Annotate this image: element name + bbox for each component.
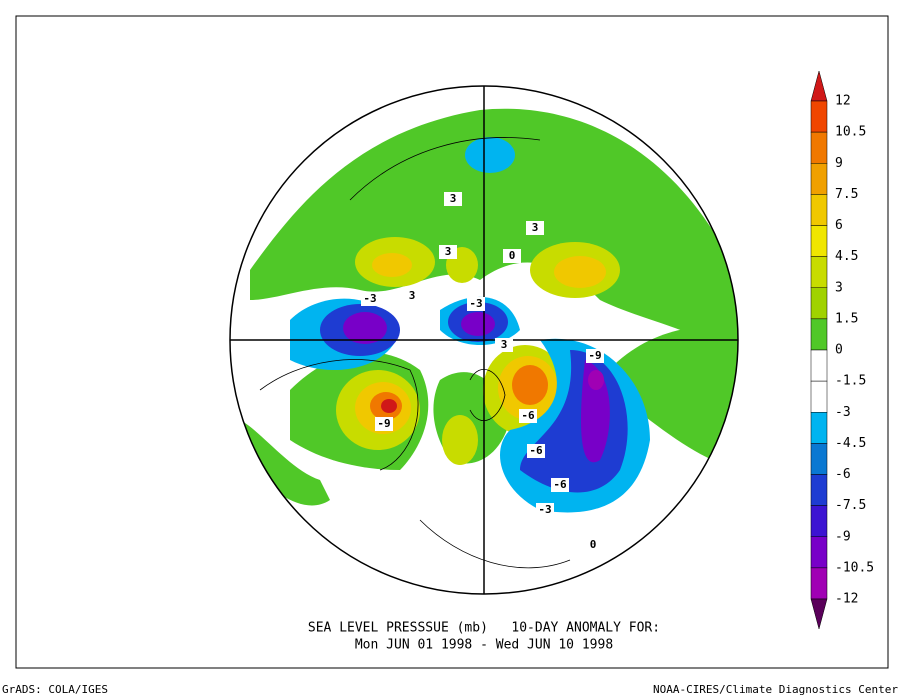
label-box	[526, 221, 544, 235]
colorbar-label: 9	[835, 156, 843, 171]
colorbar-label: -1.5	[835, 374, 866, 389]
colorbar-segment	[810, 412, 828, 444]
colorbar-segment	[810, 100, 828, 133]
credit-left: GrADS: COLA/IGES	[2, 683, 108, 696]
colorbar-segment	[810, 443, 828, 475]
colorbar-label: 6	[835, 218, 843, 233]
colorbar-label: 3	[835, 280, 843, 295]
colorbar-label: -6	[835, 467, 851, 482]
contour-label: 3	[445, 245, 452, 258]
map-boundary	[229, 85, 739, 595]
label-box	[444, 192, 462, 206]
label-box	[584, 538, 602, 552]
colorbar-segment	[810, 474, 828, 506]
contour-label: -3	[469, 297, 482, 310]
colorbar-label: 7.5	[835, 187, 858, 202]
contour-label: -9	[588, 349, 601, 362]
contour-label: -6	[521, 409, 535, 422]
colorbar-label: 10.5	[835, 125, 866, 140]
colorbar-label: 1.5	[835, 311, 858, 326]
contour-label: 0	[509, 249, 516, 262]
label-box	[403, 289, 421, 303]
colorbar-segment	[810, 380, 828, 413]
credit-right: NOAA-CIRES/Climate Diagnostics Center	[653, 683, 898, 696]
colorbar-label: 12	[835, 94, 851, 109]
colorbar-segment	[810, 287, 828, 320]
colorbar-label: 0	[835, 343, 843, 358]
label-box	[361, 292, 379, 306]
label-box	[519, 409, 537, 423]
colorbar-segment	[810, 131, 828, 164]
label-box	[551, 478, 569, 492]
colorbar-segment	[810, 256, 828, 288]
label-box	[527, 444, 545, 458]
colorbar-label: 4.5	[835, 249, 858, 264]
colorbar-segment	[810, 536, 828, 569]
colorbar-segment	[810, 318, 828, 351]
label-box	[439, 245, 457, 259]
colorbar-segment	[810, 163, 828, 195]
contour-label: 3	[450, 192, 457, 205]
colorbar-segment	[810, 567, 828, 600]
contour-label: -9	[377, 417, 390, 430]
colorbar-label: -12	[835, 592, 858, 607]
label-box	[375, 417, 393, 431]
contour-label: 3	[501, 338, 508, 351]
contour-label: -3	[538, 503, 551, 516]
colorbar-label: -7.5	[835, 498, 866, 513]
positive-anomaly	[381, 399, 397, 413]
colorbar-label: -4.5	[835, 436, 866, 451]
contour-label: 0	[590, 538, 597, 551]
label-box	[536, 503, 554, 517]
colorbar-arrow	[810, 598, 828, 630]
colorbar: 12 10.5 9 7.5 6 4.5 3 1.5 0 -1.5 -3 -4.5 -6 -7.5 -9 -10…	[810, 70, 874, 630]
contour-label: -3	[363, 292, 376, 305]
title: SEA LEVEL PRESSSUE (mb) 10-DAY ANOMALY F…	[308, 621, 660, 636]
contour-label: -6	[529, 444, 543, 457]
colorbar-label: -9	[835, 529, 851, 544]
colorbar-segment	[810, 225, 828, 257]
negative-anomaly	[588, 370, 604, 390]
contour-label: -6	[553, 478, 567, 491]
contour-label: 3	[532, 221, 539, 234]
contours	[259, 137, 571, 569]
label-box	[495, 338, 513, 352]
label-box	[467, 297, 485, 311]
colorbar-segment	[810, 349, 828, 382]
colorbar-segment	[810, 505, 828, 537]
colorbar-label: -3	[835, 405, 851, 420]
subtitle: Mon JUN 01 1998 - Wed JUN 10 1998	[355, 638, 613, 653]
label-box	[586, 349, 604, 363]
label-box	[503, 249, 521, 263]
colorbar-segment	[810, 194, 828, 226]
colorbar-label: -10.5	[835, 560, 874, 575]
polar-map	[230, 86, 738, 594]
contour-label: 3	[409, 289, 416, 302]
